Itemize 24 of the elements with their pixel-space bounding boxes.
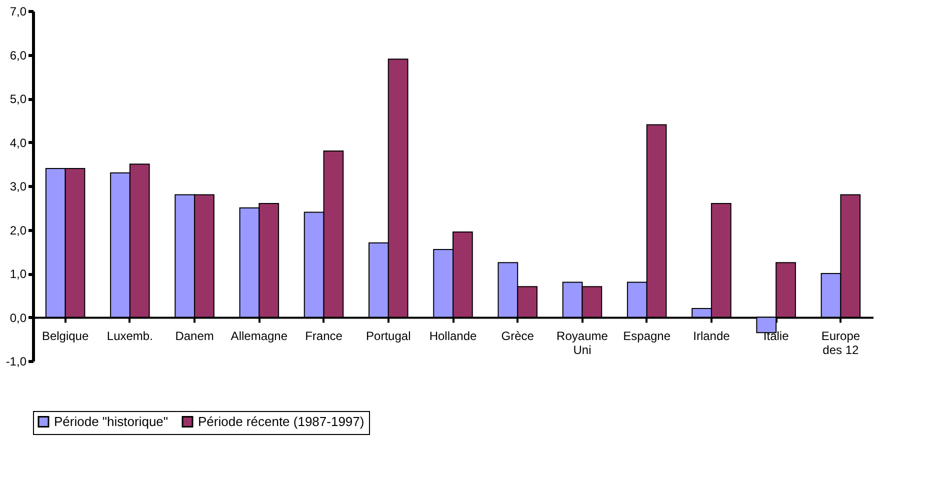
x-tick-label: Luxemb. — [106, 328, 153, 343]
x-tick-label: Portugal — [366, 328, 411, 343]
y-tick-label: 7,0 — [10, 4, 27, 18]
x-tick-label: Grèce — [501, 328, 534, 343]
y-tick-label: 2,0 — [10, 223, 27, 238]
y-tick-label: -1,0 — [6, 354, 27, 368]
y-tick-label: 6,0 — [10, 48, 27, 62]
y-tick-label: 5,0 — [10, 92, 27, 106]
y-tick-label: 4,0 — [10, 136, 27, 150]
x-tick-label: Belgique — [42, 328, 89, 343]
x-tick-label: Royaume Uni — [556, 328, 608, 357]
x-tick-label: Italie — [763, 328, 790, 343]
y-tick-label: 0,0 — [10, 310, 27, 325]
x-tick-label: Europe des 12 — [821, 328, 860, 357]
x-tick-label: Espagne — [623, 328, 671, 343]
x-tick-label: France — [305, 328, 343, 343]
y-tick-label: 1,0 — [10, 267, 27, 281]
legend-label: Période "historique" — [54, 414, 168, 429]
x-tick-label: Irlande — [693, 328, 730, 343]
x-tick-label: Danem — [175, 328, 214, 343]
legend-label: Période récente (1987-1997) — [198, 414, 364, 429]
x-tick-label: Allemagne — [230, 328, 288, 343]
x-tick-label: Hollande — [429, 328, 478, 343]
y-tick-label: 3,0 — [10, 180, 27, 194]
